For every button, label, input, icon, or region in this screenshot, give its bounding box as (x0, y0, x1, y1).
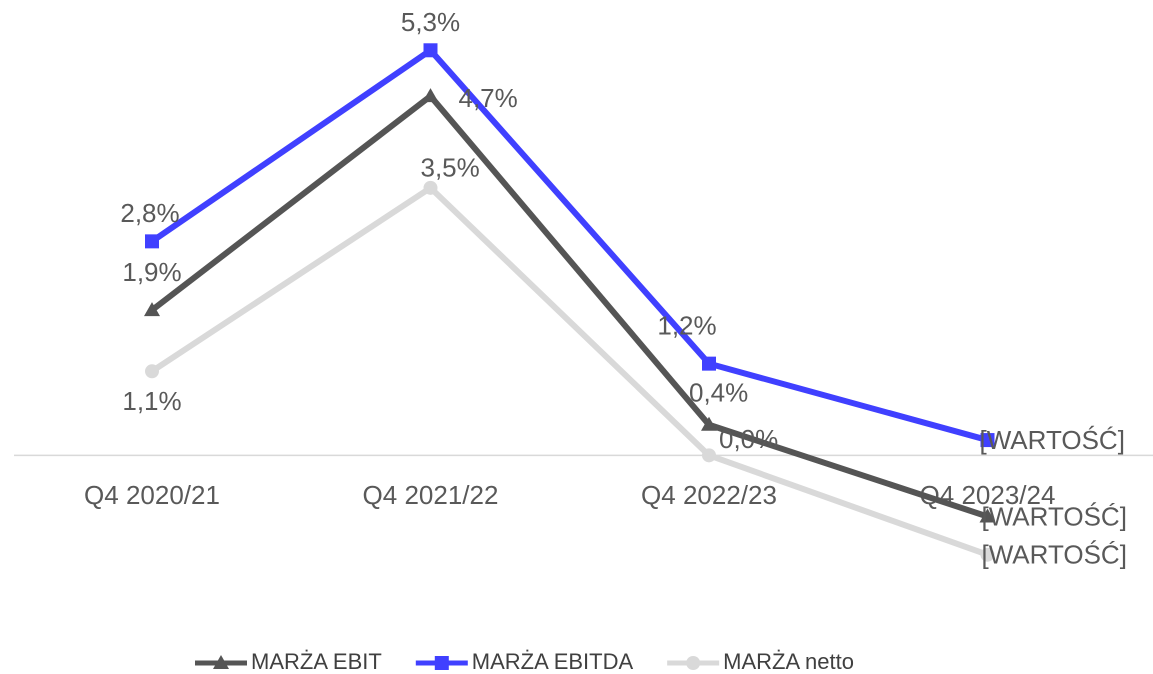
legend-label: MARŻA netto (723, 649, 854, 674)
data-label: [WARTOŚĆ] (982, 501, 1127, 531)
legend-marker (686, 656, 701, 670)
data-label: 5,3% (401, 7, 460, 37)
data-label: 3,5% (421, 153, 480, 183)
data-label: 4,7% (459, 83, 518, 113)
point-marker (145, 364, 159, 379)
point-marker (701, 416, 717, 431)
legend-marker (213, 655, 229, 669)
series-line (150, 47, 989, 443)
data-label: 1,2% (657, 311, 716, 341)
point-marker (423, 180, 438, 195)
legend-marker (434, 656, 449, 670)
point-marker (702, 448, 716, 463)
data-label: 0,0% (719, 424, 778, 454)
point-marker (980, 433, 995, 448)
legend-label: MARŻA EBITDA (472, 649, 634, 674)
point-marker (702, 356, 716, 371)
data-label: 2,8% (120, 198, 179, 228)
x-tick-label: Q4 2023/24 (920, 480, 1056, 510)
point-marker (422, 88, 439, 103)
data-label: 0,4% (689, 378, 748, 408)
data-label: 1,1% (122, 386, 181, 416)
x-tick-label: Q4 2020/21 (84, 480, 220, 510)
data-label: 1,9% (122, 257, 181, 287)
point-marker (144, 302, 160, 317)
point-marker (980, 547, 995, 562)
x-tick-label: Q4 2022/23 (641, 480, 777, 510)
point-marker (145, 234, 159, 249)
legend-label: MARŻA EBIT (251, 649, 382, 674)
series-line (150, 93, 989, 520)
point-marker (979, 508, 996, 523)
data-label: [WARTOŚĆ] (982, 540, 1127, 570)
point-marker (423, 43, 438, 58)
series-line (150, 184, 989, 558)
x-tick-label: Q4 2021/22 (363, 480, 499, 510)
data-label: [WARTOŚĆ] (980, 425, 1125, 455)
